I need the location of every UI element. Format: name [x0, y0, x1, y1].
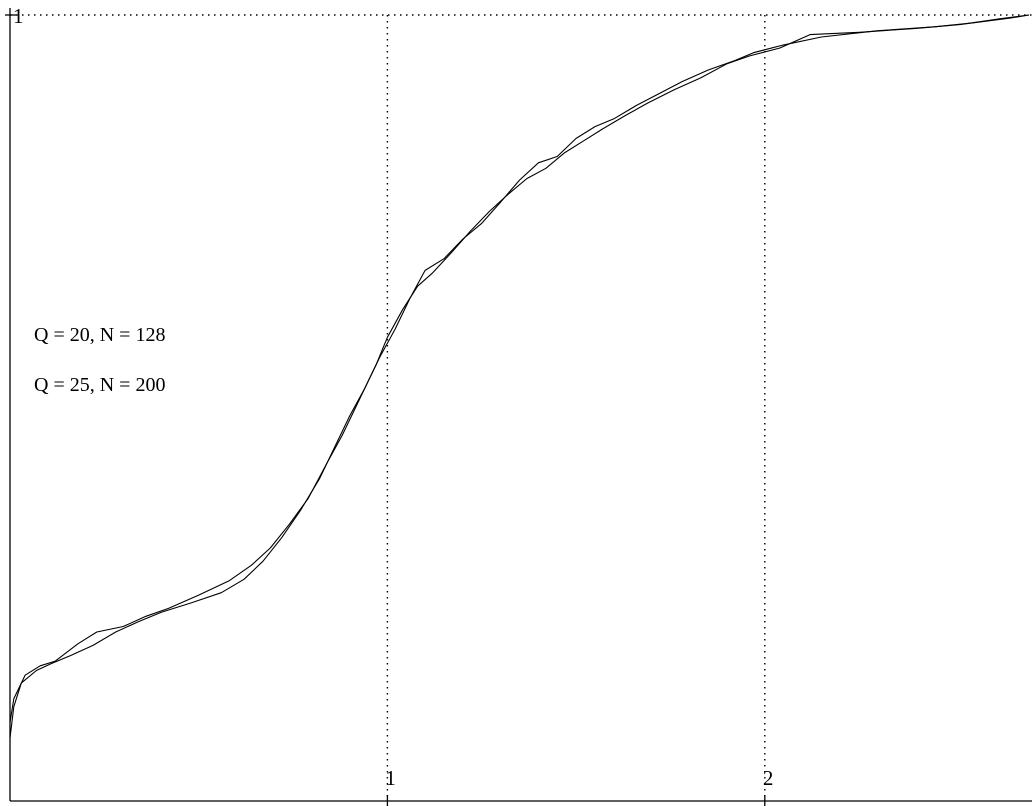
series-line-0 [9, 14, 1030, 723]
legend: Q = 20, N = 128 Q = 25, N = 200 [34, 324, 165, 396]
grid-lines [10, 14, 1032, 801]
x-tick-label-2: 2 [763, 766, 774, 790]
x-tick-label-1: 1 [385, 766, 396, 790]
legend-entry-0: Q = 20, N = 128 [34, 324, 165, 346]
series-lines [9, 14, 1030, 739]
ticks: 1 2 1 [5, 4, 773, 806]
axes [9, 8, 1032, 802]
legend-entry-1: Q = 25, N = 200 [34, 374, 165, 396]
series-line-1 [9, 14, 1030, 739]
y-tick-label-1: 1 [13, 4, 24, 28]
